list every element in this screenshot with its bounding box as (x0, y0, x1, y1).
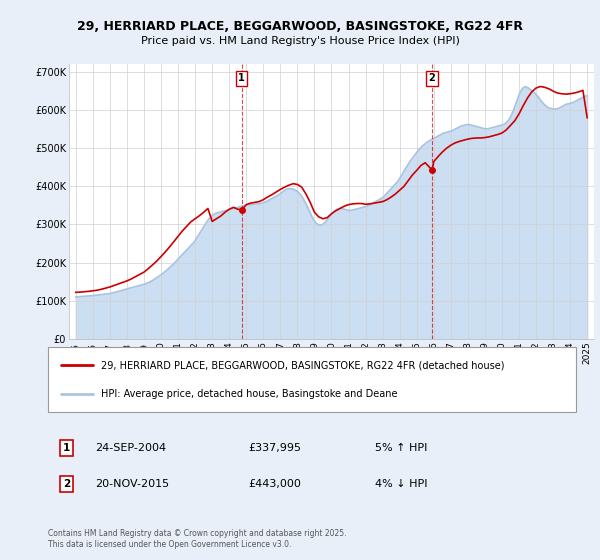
FancyBboxPatch shape (48, 347, 576, 412)
Text: £443,000: £443,000 (248, 479, 302, 489)
Text: £337,995: £337,995 (248, 443, 302, 453)
Text: HPI: Average price, detached house, Basingstoke and Deane: HPI: Average price, detached house, Basi… (101, 389, 397, 399)
Text: 24-SEP-2004: 24-SEP-2004 (95, 443, 167, 453)
Text: 2: 2 (428, 73, 436, 83)
Text: 1: 1 (63, 443, 70, 453)
Text: 20-NOV-2015: 20-NOV-2015 (95, 479, 170, 489)
Text: 29, HERRIARD PLACE, BEGGARWOOD, BASINGSTOKE, RG22 4FR: 29, HERRIARD PLACE, BEGGARWOOD, BASINGST… (77, 20, 523, 32)
Text: 5% ↑ HPI: 5% ↑ HPI (376, 443, 428, 453)
Text: Price paid vs. HM Land Registry's House Price Index (HPI): Price paid vs. HM Land Registry's House … (140, 36, 460, 46)
Text: 2: 2 (63, 479, 70, 489)
Text: 29, HERRIARD PLACE, BEGGARWOOD, BASINGSTOKE, RG22 4FR (detached house): 29, HERRIARD PLACE, BEGGARWOOD, BASINGST… (101, 360, 504, 370)
Text: 4% ↓ HPI: 4% ↓ HPI (376, 479, 428, 489)
Text: Contains HM Land Registry data © Crown copyright and database right 2025.
This d: Contains HM Land Registry data © Crown c… (48, 529, 347, 549)
Text: 1: 1 (238, 73, 245, 83)
